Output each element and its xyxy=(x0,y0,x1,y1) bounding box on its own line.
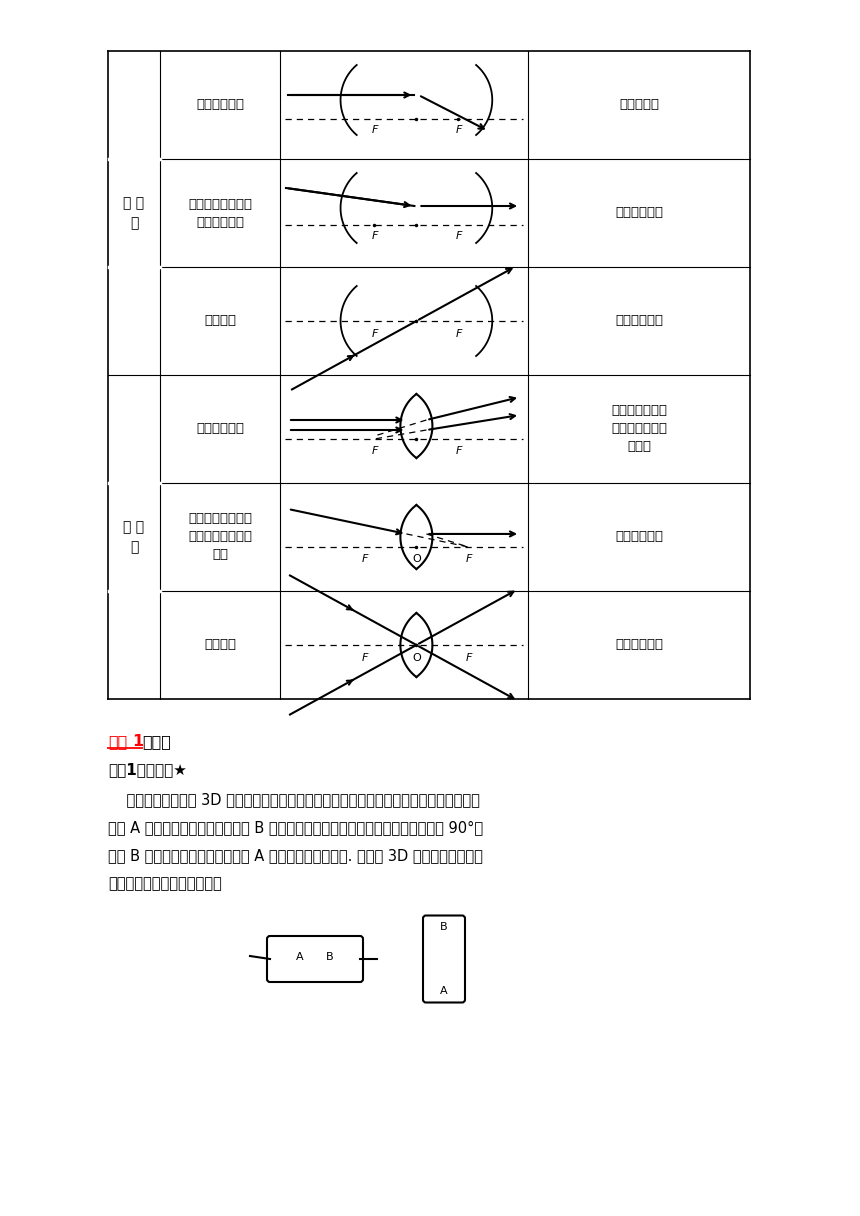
Text: O: O xyxy=(412,653,421,663)
Text: O: O xyxy=(412,554,421,564)
Text: 经过焦点的或从焦
点发出的光线: 经过焦点的或从焦 点发出的光线 xyxy=(188,197,252,229)
Text: 凹 透
镜: 凹 透 镜 xyxy=(124,520,144,553)
Text: 如图，小明对观看 3D 电影的眼镜产生了兴趣，他用眼镜观察正在工作的液晶显示屏幕，: 如图，小明对观看 3D 电影的眼镜产生了兴趣，他用眼镜观察正在工作的液晶显示屏幕… xyxy=(108,792,480,807)
Text: F: F xyxy=(361,653,367,663)
Text: 会聚于焦点: 会聚于焦点 xyxy=(619,98,659,112)
Text: A: A xyxy=(296,952,304,962)
Text: F: F xyxy=(361,554,367,564)
Text: 凸 透
镜: 凸 透 镜 xyxy=(124,196,144,230)
Text: 经过光心: 经过光心 xyxy=(204,315,236,327)
Text: 平行于主光轴: 平行于主光轴 xyxy=(196,98,244,112)
Text: 平行于主光轴: 平行于主光轴 xyxy=(615,530,663,544)
Text: 经过光心: 经过光心 xyxy=(204,638,236,652)
Text: 传播方向不变: 传播方向不变 xyxy=(615,638,663,652)
Text: F: F xyxy=(455,330,462,339)
Text: F: F xyxy=(465,653,471,663)
Text: F: F xyxy=(372,125,378,135)
Text: 延长线经过凹透镜
对侧虚焦点的入射
光线: 延长线经过凹透镜 对侧虚焦点的入射 光线 xyxy=(188,512,252,562)
Text: 例题1、难度：★: 例题1、难度：★ xyxy=(108,762,187,777)
Text: 平行于主光轴: 平行于主光轴 xyxy=(615,207,663,220)
Text: 推断，符合事实的是（　　）: 推断，符合事实的是（ ） xyxy=(108,876,222,891)
Text: 折射光线的反向
延长经过入射侧
虚焦点: 折射光线的反向 延长经过入射侧 虚焦点 xyxy=(611,405,667,454)
Text: 平行于主光轴: 平行于主光轴 xyxy=(196,422,244,435)
Text: A: A xyxy=(440,986,448,996)
Text: B: B xyxy=(440,922,448,931)
Text: 1: 1 xyxy=(132,734,143,749)
Text: F: F xyxy=(372,446,378,456)
Text: 透过 B 镜片看到的屏幕正常，透过 A 镜片看到的屏幕漆黑. 小明对 3D 眼镜的光学特性的: 透过 B 镜片看到的屏幕正常，透过 A 镜片看到的屏幕漆黑. 小明对 3D 眼镜… xyxy=(108,848,482,863)
Text: F: F xyxy=(455,231,462,241)
Text: F: F xyxy=(455,125,462,135)
Text: B: B xyxy=(326,952,334,962)
Text: 、透镜: 、透镜 xyxy=(142,734,171,749)
Text: F: F xyxy=(465,554,471,564)
Text: 考点: 考点 xyxy=(108,734,127,749)
Text: F: F xyxy=(455,446,462,456)
Text: 透过 A 镜片看到的屏幕正常，透过 B 镜片看到的屏幕漆黑；将眼镜在竖直面内转过 90°，: 透过 A 镜片看到的屏幕正常，透过 B 镜片看到的屏幕漆黑；将眼镜在竖直面内转过… xyxy=(108,820,483,835)
Text: F: F xyxy=(372,231,378,241)
Text: 传播方向不变: 传播方向不变 xyxy=(615,315,663,327)
Text: F: F xyxy=(372,330,378,339)
